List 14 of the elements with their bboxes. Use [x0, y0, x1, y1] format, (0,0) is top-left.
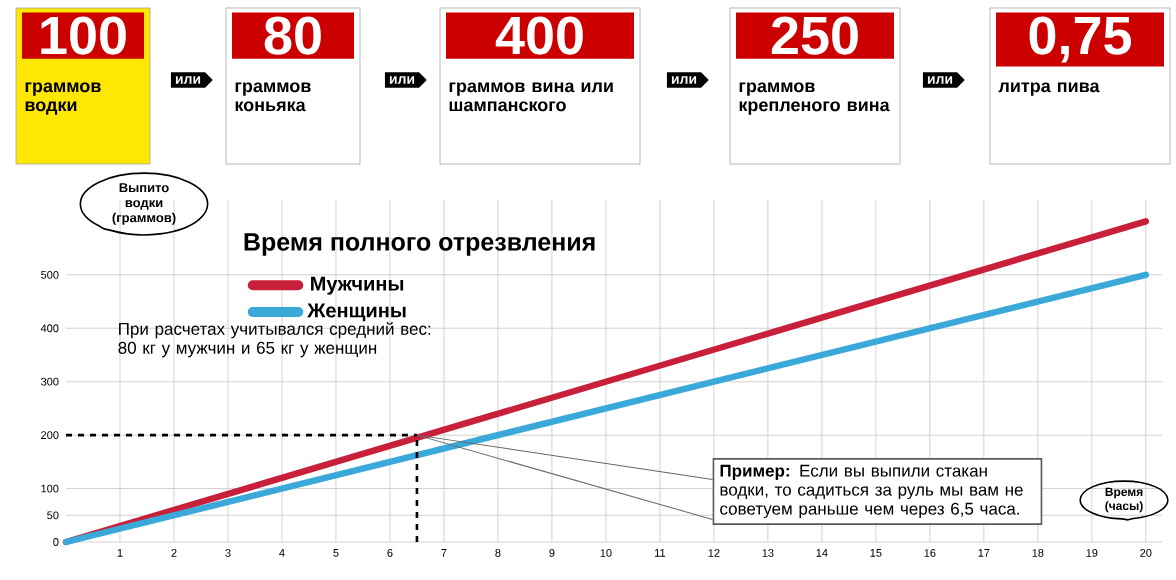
- text: граммов крепленого вина: [739, 82, 890, 115]
- legend-label: Мужчины: [311, 276, 404, 295]
- text: литра пива: [998, 82, 1100, 96]
- annotation: При расчетах учитывался средний вес: 80 кг у мужчин и 65 кг у женщин: [118, 322, 431, 358]
- text: граммов водки: [25, 82, 101, 115]
- text: 250: [771, 16, 858, 55]
- text: 0,75: [1029, 16, 1132, 63]
- text: Время полного отрезвления: [244, 233, 595, 256]
- text: граммов вина или шампанского: [449, 82, 613, 112]
- annotation: Пример: Если вы выпили стакан водки, то садиться за руль мы вам не советуем раньше чем через 6,5 часа.: [720, 464, 1023, 519]
- legend-label: Женщины: [307, 303, 406, 322]
- text: 400: [495, 16, 583, 55]
- text: 80: [264, 16, 321, 55]
- text: граммов коньяка: [235, 82, 311, 112]
